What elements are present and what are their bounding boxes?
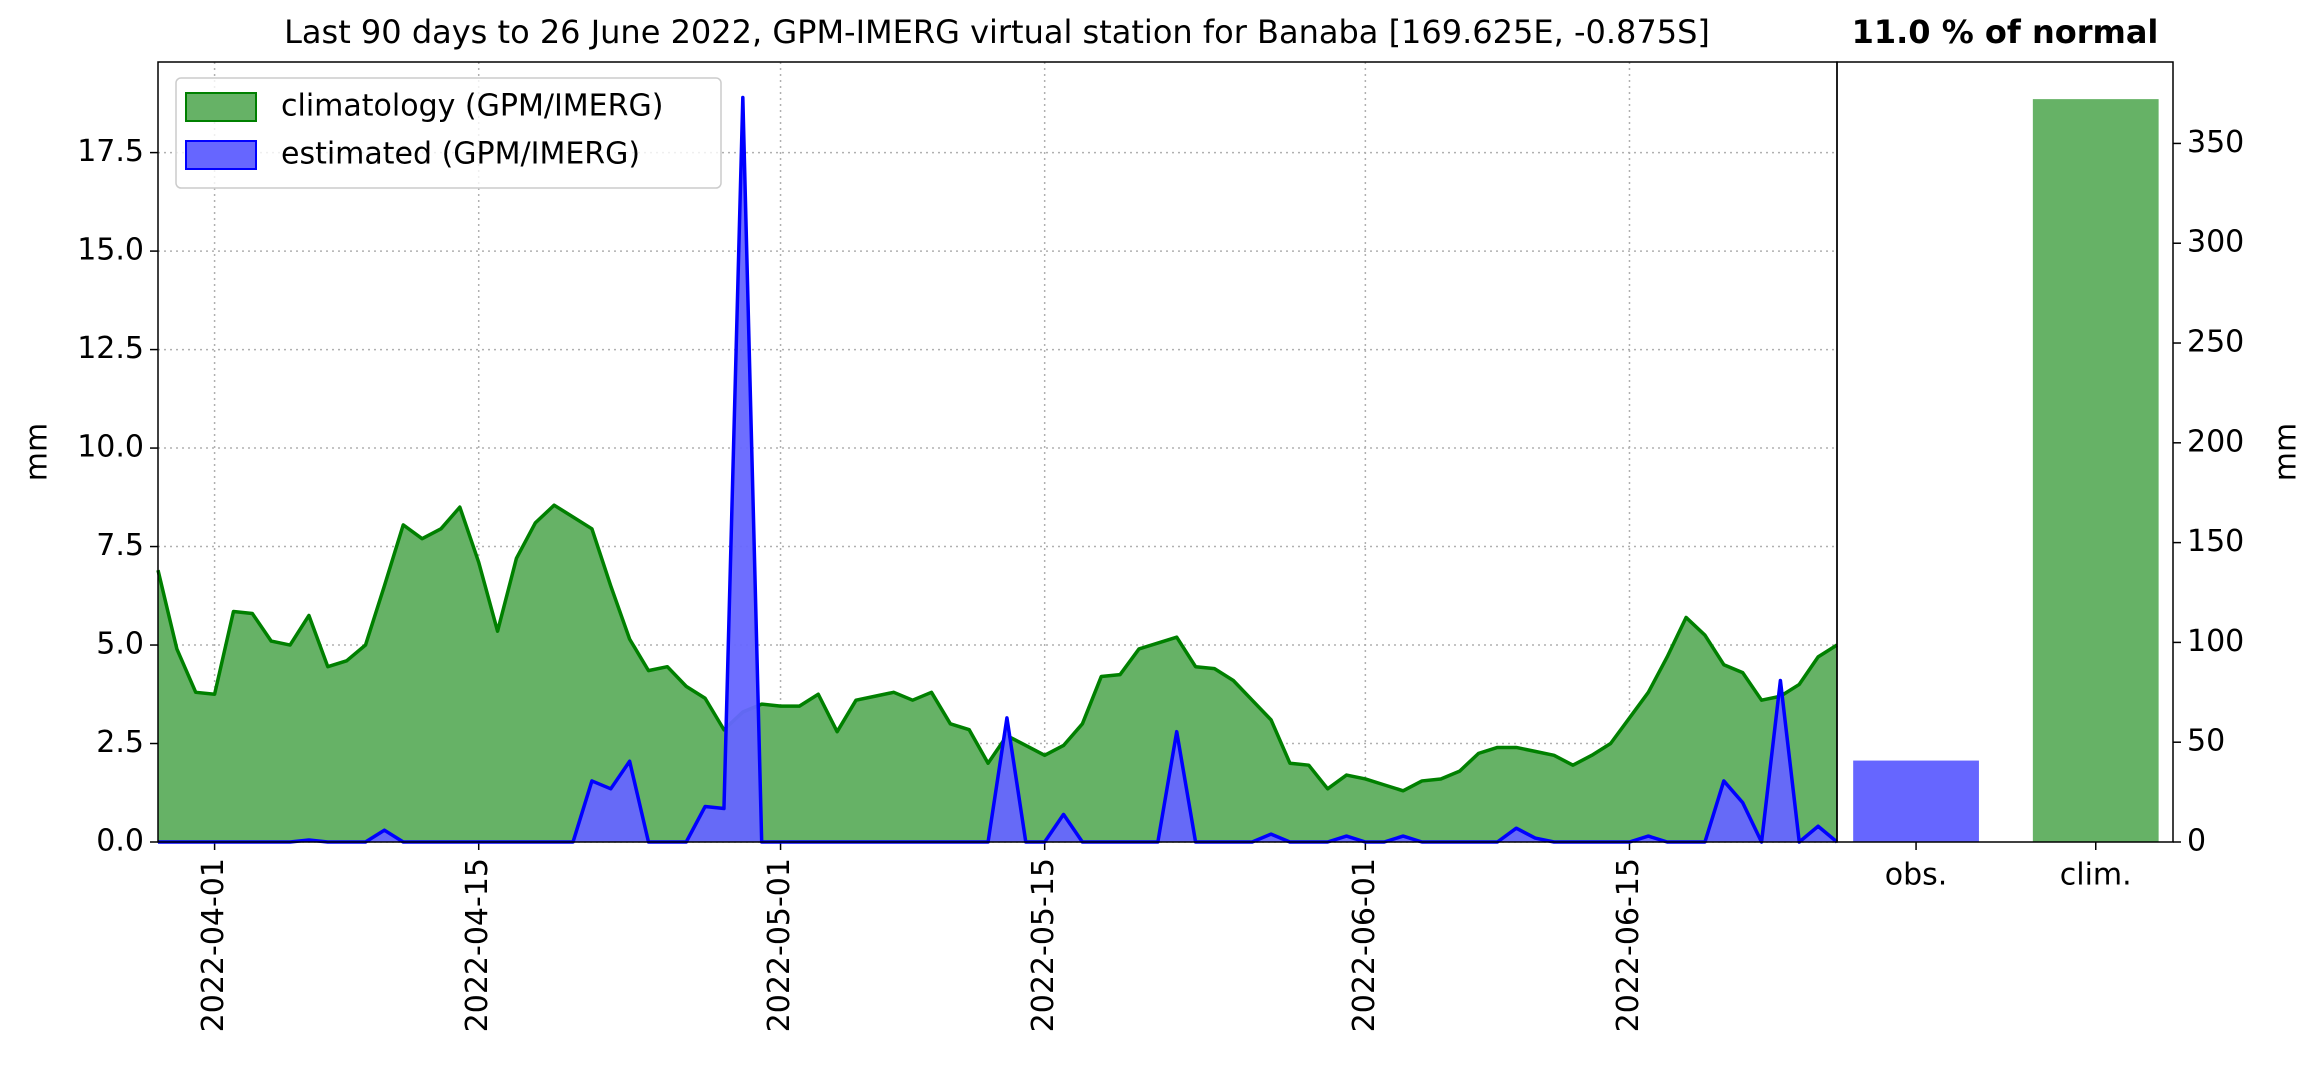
x-tick-label: 2022-05-01 [762,858,797,1032]
x-tick-label: 2022-06-01 [1347,858,1382,1032]
y-tick-label: 0.0 [96,824,144,859]
panel-title: 11.0 % of normal [1852,13,2159,51]
y-tick-label: 17.5 [77,134,144,169]
x-tick-label: 2022-05-15 [1026,858,1061,1032]
y-tick-label: 0 [2187,824,2206,859]
y-tick-label: 200 [2187,424,2244,459]
y-tick-label: 7.5 [96,528,144,563]
legend-swatch [185,92,257,122]
area-fill [158,505,1837,842]
y-tick-label: 50 [2187,724,2225,759]
legend-label: climatology (GPM/IMERG) [281,89,663,124]
y-tick-label: 5.0 [96,627,144,662]
x-tick-label: 2022-04-15 [460,858,495,1032]
y-tick-label: 15.0 [77,233,144,268]
y-axis-label: mm [20,423,55,481]
bar [1853,760,1979,842]
x-tick-label: 2022-06-15 [1611,858,1646,1032]
x-tick-label: 2022-04-01 [196,858,231,1032]
y-tick-label: 10.0 [77,430,144,465]
y-tick-label: 12.5 [77,331,144,366]
y-tick-label: 300 [2187,225,2244,260]
x-tick-label: clim. [2060,858,2132,893]
y-tick-label: 150 [2187,524,2244,559]
series-line [156,503,1838,793]
y-tick-label: 350 [2187,125,2244,160]
legend-box [175,77,722,189]
y-tick-label: 100 [2187,624,2244,659]
bar [2032,99,2159,843]
legend-swatch [185,140,257,170]
y-tick-label: 250 [2187,325,2244,360]
y-tick-label: 2.5 [96,725,144,760]
plot-frame [1836,61,2174,843]
y2-axis-label: mm [2269,423,2304,481]
chart-title: Last 90 days to 26 June 2022, GPM-IMERG … [284,13,1710,51]
legend-label: estimated (GPM/IMERG) [281,137,640,172]
x-tick-label: obs. [1885,858,1948,893]
